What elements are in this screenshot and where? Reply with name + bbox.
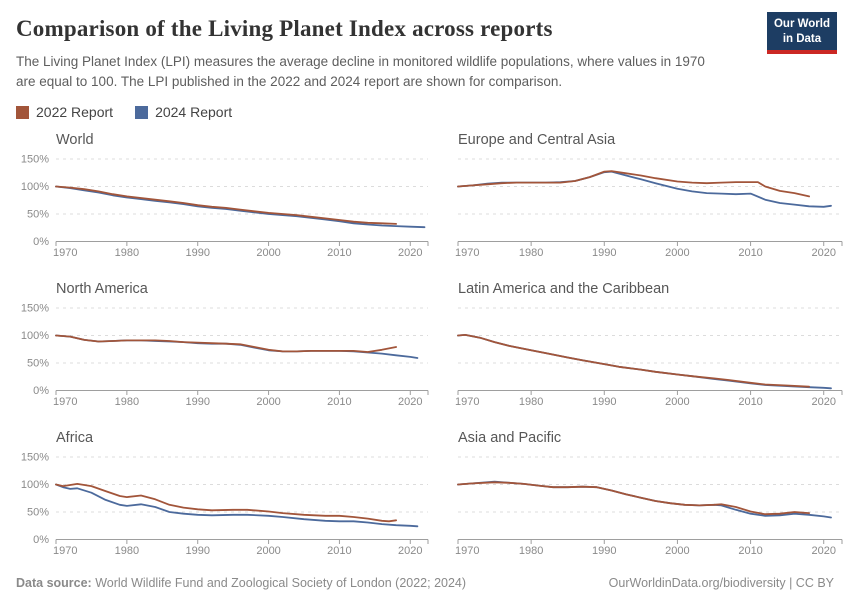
x-tick-label-1990: 1990 <box>185 247 209 259</box>
chart-svg-europe-and-central-asia[interactable]: 1970 1980 1990 2000 2010 2020 <box>450 150 846 268</box>
y-tick-label-150: 150% <box>21 303 49 315</box>
series-line-2024-report[interactable] <box>55 185 426 229</box>
page-title: Comparison of the Living Planet Index ac… <box>16 16 553 41</box>
legend-label-2024: 2024 Report <box>155 104 233 121</box>
y-tick-label-150: 150% <box>21 154 49 166</box>
x-tick-label-2000: 2000 <box>665 545 689 557</box>
footer: Data source: World Wildlife Fund and Zoo… <box>16 576 846 590</box>
x-tick-label-1990: 1990 <box>185 396 209 408</box>
legend-label-2022: 2022 Report <box>36 104 114 121</box>
x-tick-label-2000: 2000 <box>256 545 280 557</box>
x-tick-label-1980: 1980 <box>115 545 139 557</box>
series-line-2024-report[interactable] <box>55 334 419 360</box>
x-tick-label-2020: 2020 <box>398 545 422 557</box>
y-tick-label-0: 0% <box>33 236 49 248</box>
x-tick-label-1970: 1970 <box>53 396 77 408</box>
footer-source-label: Data source: <box>16 576 92 590</box>
owid-logo-line2: in Data <box>782 32 822 45</box>
x-tick-label-1970: 1970 <box>455 396 479 408</box>
x-tick-label-1980: 1980 <box>519 247 543 259</box>
x-tick-label-2000: 2000 <box>256 396 280 408</box>
chart-title-north-america: North America <box>56 281 148 298</box>
legend-item-2022-report: 2022 Report <box>16 104 113 120</box>
x-tick-label-2020: 2020 <box>811 396 835 408</box>
x-tick-label-2020: 2020 <box>811 545 835 557</box>
x-tick-label-1970: 1970 <box>455 545 479 557</box>
series-line-2022-report[interactable] <box>457 481 811 516</box>
chart-subtitle: The Living Planet Index (LPI) measures t… <box>16 54 705 89</box>
x-tick-label-2010: 2010 <box>738 396 762 408</box>
x-tick-label-2000: 2000 <box>256 247 280 259</box>
chart-panel-europe-and-central-asia: Europe and Central Asia 1970 1980 1990 2000 2… <box>450 132 846 273</box>
x-tick-label-2020: 2020 <box>398 396 422 408</box>
series-line-2024-report[interactable] <box>55 483 419 528</box>
footer-source-text: World Wildlife Fund and Zoological Socie… <box>95 576 467 590</box>
y-tick-label-50: 50% <box>27 358 49 370</box>
chart-panel-africa: Africa 1970 1980 1990 2000 2010 2020 0% 50% 100% 1… <box>16 430 432 571</box>
footer-link[interactable]: OurWorldinData.org/biodiversity | CC BY <box>608 576 834 590</box>
chart-title-europe-and-central-asia: Europe and Central Asia <box>458 132 616 149</box>
x-tick-label-1980: 1980 <box>115 247 139 259</box>
owid-logo-line1: Our World <box>773 18 830 30</box>
y-tick-label-50: 50% <box>27 507 49 519</box>
y-tick-label-0: 0% <box>33 534 49 546</box>
chart-title-africa: Africa <box>56 430 94 447</box>
series-line-2022-report[interactable] <box>457 170 811 198</box>
series-line-2022-report[interactable] <box>55 185 398 225</box>
series-line-2022-report[interactable] <box>55 483 398 523</box>
chart-title-world: World <box>56 132 94 149</box>
x-tick-label-1990: 1990 <box>592 396 616 408</box>
y-tick-label-100: 100% <box>21 479 49 491</box>
x-tick-label-2000: 2000 <box>665 247 689 259</box>
chart-title-asia-and-pacific: Asia and Pacific <box>458 430 562 447</box>
x-tick-label-2010: 2010 <box>738 247 762 259</box>
charts-grid: World 1970 1980 1990 2000 2010 2020 0% 50% 100% 15… <box>16 132 846 571</box>
series-line-2022-report[interactable] <box>55 334 398 354</box>
chart-svg-africa[interactable]: 1970 1980 1990 2000 2010 2020 0% 50% 100% 150% <box>16 448 432 566</box>
chart-panel-asia-and-pacific: Asia and Pacific 1970 1980 1990 2000 2010 2020 <box>450 430 846 571</box>
x-tick-label-1980: 1980 <box>519 545 543 557</box>
x-tick-label-2020: 2020 <box>398 247 422 259</box>
y-tick-label-100: 100% <box>21 181 49 193</box>
x-tick-label-1970: 1970 <box>53 247 77 259</box>
x-tick-label-1970: 1970 <box>53 545 77 557</box>
y-tick-label-150: 150% <box>21 452 49 464</box>
x-tick-label-2010: 2010 <box>327 247 351 259</box>
legend-swatch-2024 <box>135 105 149 119</box>
x-tick-label-1990: 1990 <box>185 545 209 557</box>
x-tick-label-2020: 2020 <box>811 247 835 259</box>
legend-item-2024-report: 2024 Report <box>135 104 232 120</box>
x-tick-label-2010: 2010 <box>738 545 762 557</box>
y-tick-label-0: 0% <box>33 385 49 397</box>
y-tick-label-100: 100% <box>21 330 49 342</box>
x-tick-label-1980: 1980 <box>115 396 139 408</box>
footer-source: Data source: World Wildlife Fund and Zoo… <box>16 576 466 590</box>
series-line-2022-report[interactable] <box>457 334 811 388</box>
y-tick-label-50: 50% <box>27 209 49 221</box>
x-tick-label-2010: 2010 <box>327 545 351 557</box>
chart-svg-asia-and-pacific[interactable]: 1970 1980 1990 2000 2010 2020 <box>450 448 846 566</box>
chart-svg-latin-america-and-the-caribbean[interactable]: 1970 1980 1990 2000 2010 2020 <box>450 299 846 417</box>
x-tick-label-2000: 2000 <box>665 396 689 408</box>
owid-logo[interactable]: Our World in Data <box>766 12 837 54</box>
chart-title-latin-america-and-the-caribbean: Latin America and the Caribbean <box>458 281 670 298</box>
chart-panel-north-america: North America 1970 1980 1990 2000 2010 2020 0% 5… <box>16 281 432 422</box>
x-tick-label-2010: 2010 <box>327 396 351 408</box>
series-line-2024-report[interactable] <box>457 334 832 390</box>
legend: 2022 Report 2024 Report <box>16 104 846 120</box>
x-tick-label-1970: 1970 <box>455 247 479 259</box>
legend-swatch-2022 <box>16 105 29 119</box>
chart-svg-north-america[interactable]: 1970 1980 1990 2000 2010 2020 0% 50% 100% 150% <box>16 299 432 417</box>
x-tick-label-1980: 1980 <box>519 396 543 408</box>
chart-svg-world[interactable]: 1970 1980 1990 2000 2010 2020 0% 50% 100% 150% <box>16 150 432 268</box>
chart-panel-world: World 1970 1980 1990 2000 2010 2020 0% 50% 100% 15… <box>16 132 432 273</box>
chart-panel-latin-america-and-the-caribbean: Latin America and the Caribbean 1970 1980 1… <box>450 281 846 422</box>
x-tick-label-1990: 1990 <box>592 545 616 557</box>
x-tick-label-1990: 1990 <box>592 247 616 259</box>
